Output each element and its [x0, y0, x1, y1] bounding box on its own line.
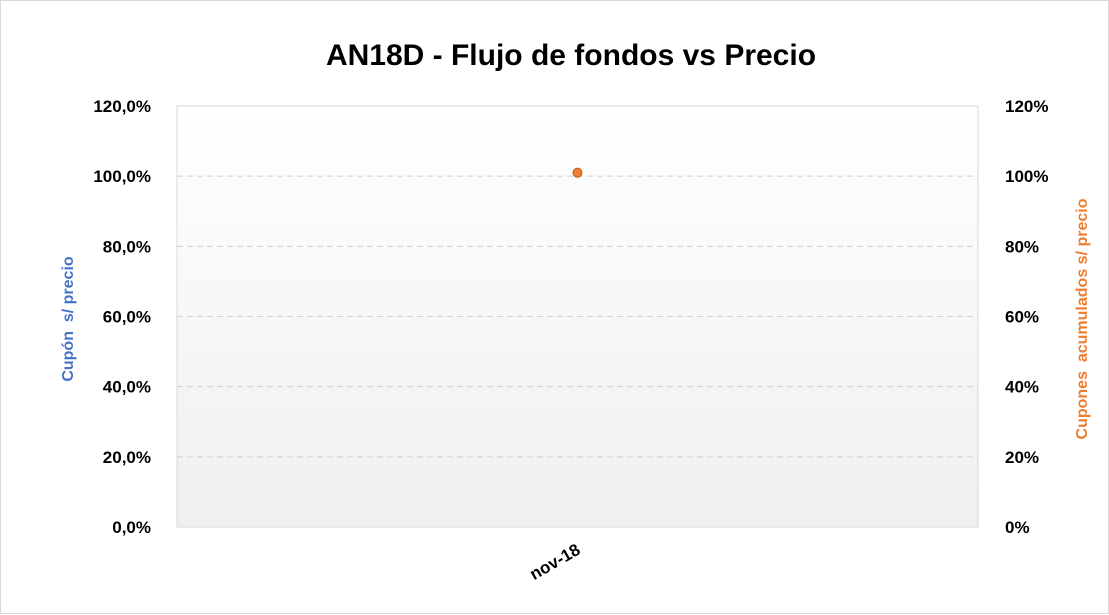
- left-axis-title: Cupón s/ precio: [60, 256, 77, 382]
- right-tick-label: 60%: [1005, 308, 1039, 327]
- left-tick-label: 40,0%: [103, 378, 151, 397]
- right-axis-title: Cupones acumulados s/ precio: [1074, 198, 1091, 439]
- left-tick-label: 60,0%: [103, 308, 151, 327]
- gridlines: [177, 175, 978, 458]
- x-axis-ticks: nov-18: [527, 540, 584, 584]
- right-tick-label: 0%: [1005, 518, 1030, 537]
- right-axis-ticks: 0% 20% 40% 60% 80% 100% 120%: [1005, 97, 1048, 537]
- left-tick-label: 0,0%: [112, 518, 151, 537]
- left-tick-label: 20,0%: [103, 448, 151, 467]
- chart-title: AN18D - Flujo de fondos vs Precio: [326, 39, 816, 72]
- data-points: [572, 167, 583, 178]
- left-tick-label: 120,0%: [93, 97, 151, 116]
- right-tick-label: 100%: [1005, 167, 1048, 186]
- right-tick-label: 120%: [1005, 97, 1048, 116]
- data-point: [572, 167, 583, 178]
- left-tick-label: 80,0%: [103, 237, 151, 256]
- left-axis-ticks: 0,0% 20,0% 40,0% 60,0% 80,0% 100,0% 120,0%: [93, 97, 151, 537]
- left-tick-label: 100,0%: [93, 167, 151, 186]
- x-tick-label: nov-18: [527, 540, 584, 584]
- right-tick-label: 40%: [1005, 378, 1039, 397]
- right-tick-label: 20%: [1005, 448, 1039, 467]
- right-tick-label: 80%: [1005, 237, 1039, 256]
